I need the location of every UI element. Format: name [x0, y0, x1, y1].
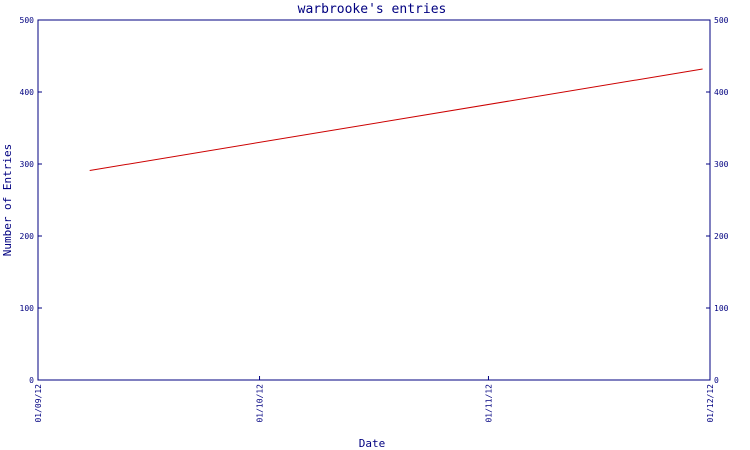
y-tick-label-left: 500 [20, 16, 35, 25]
chart-title: warbrooke's entries [298, 2, 447, 17]
y-tick-label-right: 300 [714, 160, 729, 169]
x-tick-label: 01/10/12 [256, 384, 265, 423]
y-tick-label-right: 400 [714, 88, 729, 97]
y-tick-label-left: 200 [20, 232, 35, 241]
y-tick-label-left: 300 [20, 160, 35, 169]
y-axis-label: Number of Entries [1, 144, 14, 257]
x-tick-label: 01/09/12 [34, 384, 43, 423]
series-line [89, 68, 703, 171]
x-tick-label: 01/11/12 [484, 384, 493, 423]
series-layer [89, 68, 703, 171]
y-axis-left: 0 100 200 300 400 500 [20, 16, 42, 385]
plot-frame [37, 19, 711, 381]
y-tick-label-right: 0 [714, 376, 719, 385]
x-tick-label: 01/12/12 [706, 384, 715, 423]
x-axis-label: Date [359, 437, 386, 450]
x-axis: 01/09/12 01/10/12 01/11/12 01/12/12 [34, 376, 715, 423]
y-tick-label-left: 100 [20, 304, 35, 313]
y-axis-right: 0 100 200 300 400 500 [706, 16, 729, 385]
y-tick-label-left: 400 [20, 88, 35, 97]
y-tick-label-left: 0 [29, 376, 34, 385]
y-tick-label-right: 100 [714, 304, 729, 313]
y-tick-label-right: 200 [714, 232, 729, 241]
y-tick-label-right: 500 [714, 16, 729, 25]
